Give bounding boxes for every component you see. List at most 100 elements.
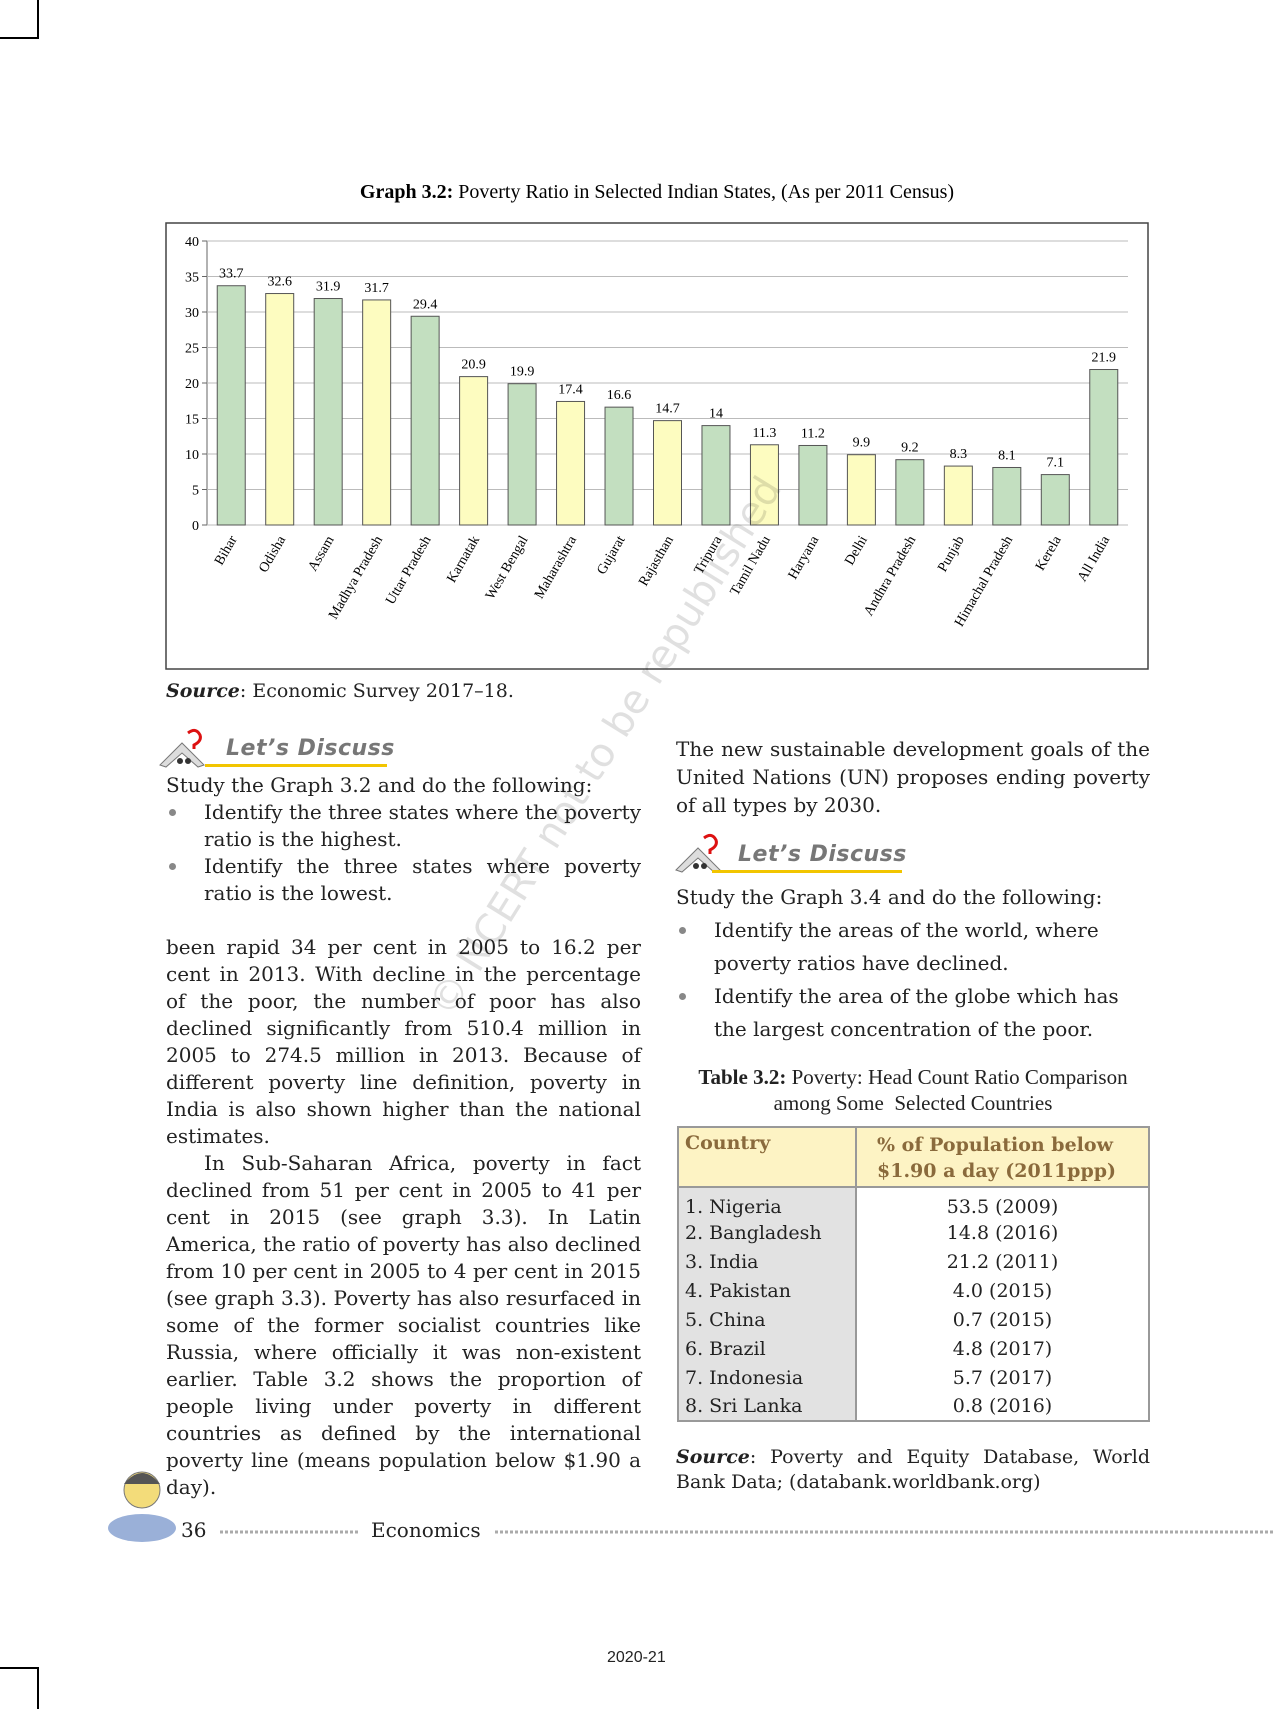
x-tick-label: Madhya Pradesh <box>326 534 386 623</box>
bullet: Identify the three states where poverty … <box>166 853 641 907</box>
value-label: 8.1 <box>998 448 1016 463</box>
value-label: 7.1 <box>1047 456 1065 471</box>
bullet-text: Identify the three states where the pove… <box>204 800 641 851</box>
x-tick-label: Maharashtra <box>532 533 580 602</box>
discuss-block: Study the Graph 3.2 and do the following… <box>166 772 641 907</box>
bar <box>459 376 489 526</box>
bar <box>604 406 634 526</box>
header-cell: % of Population below $1.90 a day (2011p… <box>877 1134 1117 1182</box>
value-label: 20.9 <box>461 358 486 373</box>
table-header: Country % of Population below $1.90 a da… <box>678 1127 1149 1187</box>
country-cell: 1. Nigeria <box>678 1187 857 1218</box>
x-tick-label: Karnatak <box>444 534 483 586</box>
x-tick-label: Kerela <box>1033 533 1065 573</box>
bar <box>1089 369 1119 526</box>
value-label: 9.2 <box>901 441 919 456</box>
x-tick-label: Gujarat <box>595 533 629 577</box>
bar <box>992 466 1022 526</box>
bar <box>749 444 779 526</box>
table-source: Source: Poverty and Equity Database, Wor… <box>676 1445 1150 1495</box>
bullet-text: Identify the area of the globe which has… <box>714 984 1119 1041</box>
bar <box>265 293 295 526</box>
table-row: 2. Bangladesh 14.8 (2016) <box>678 1218 1149 1247</box>
page-number: 36 <box>181 1518 207 1542</box>
value-label: 14 <box>709 407 723 422</box>
bar <box>362 299 392 526</box>
value-cell: 4.8 (2017) <box>952 1337 1053 1360</box>
chart-title-text: Poverty Ratio in Selected Indian States,… <box>458 181 954 203</box>
value-label: 31.9 <box>316 280 341 295</box>
right-paragraph: The new sustainable development goals of… <box>676 737 1150 817</box>
chart-frame <box>165 222 1149 670</box>
table-row: 3. India 21.2 (2011) <box>678 1247 1149 1276</box>
country-cell: 7. Indonesia <box>678 1363 857 1392</box>
bar <box>507 383 537 526</box>
bullet-dot <box>169 809 176 816</box>
value-label: 29.4 <box>413 297 438 312</box>
x-tick-label: West Bengal <box>483 533 531 602</box>
y-tick-label: 20 <box>185 377 199 392</box>
year: 2020-21 <box>607 1649 666 1666</box>
bar <box>216 285 246 526</box>
value-label: 21.9 <box>1092 351 1117 366</box>
bar <box>313 298 343 526</box>
value-cell: 53.5 (2009) <box>946 1196 1059 1218</box>
x-tick-label: Bihar <box>212 533 241 568</box>
bullet-text: Identify the areas of the world, where p… <box>714 918 1099 975</box>
y-tick-label: 35 <box>185 271 199 286</box>
header-cell: Country <box>678 1127 857 1187</box>
bullet: Identify the area of the globe which has… <box>676 980 1150 1046</box>
bar <box>410 315 440 526</box>
x-tick-label: Andhra Pradesh <box>861 534 919 619</box>
chart: Graph 3.2: Poverty Ratio in Selected Ind… <box>165 181 1149 670</box>
value-cell: 21.2 (2011) <box>946 1250 1059 1273</box>
student-figure <box>108 1471 176 1542</box>
y-tick-label: 0 <box>192 519 199 534</box>
bullet: Identify the three states where the pove… <box>166 799 641 853</box>
paragraph: been rapid 34 per cent in 2005 to 16.2 p… <box>166 935 641 1148</box>
heading-underline <box>712 870 902 873</box>
source-label: Source <box>676 1446 750 1468</box>
table-row: 8. Sri Lanka 0.8 (2016) <box>678 1392 1149 1421</box>
x-tick-label: Delhi <box>842 533 871 568</box>
y-tick-label: 15 <box>185 413 199 428</box>
y-tick-label: 40 <box>185 235 199 250</box>
x-tick-label: Haryana <box>786 533 823 582</box>
value-cell: 5.7 (2017) <box>952 1366 1053 1389</box>
y-tick-label: 25 <box>185 342 199 357</box>
chart-title-prefix: Graph 3.2: <box>360 181 453 203</box>
value-label: 11.2 <box>801 426 825 441</box>
table-row: 1. Nigeria 53.5 (2009) <box>678 1187 1149 1218</box>
value-cell: 0.8 (2016) <box>952 1395 1053 1417</box>
book-name: Economics <box>371 1518 481 1542</box>
country-cell: 2. Bangladesh <box>678 1218 857 1247</box>
chart-source: Source: Economic Survey 2017–18. <box>166 680 514 702</box>
y-tick-label: 5 <box>192 484 199 499</box>
x-tick-label: Punjab <box>935 534 967 575</box>
table-row: 4. Pakistan 4.0 (2015) <box>678 1276 1149 1305</box>
crop-mark <box>0 1667 39 1709</box>
bar <box>701 425 731 526</box>
value-label: 8.3 <box>950 447 968 462</box>
crop-mark <box>0 0 39 39</box>
x-tick-label: All India <box>1075 533 1113 585</box>
discuss-intro: Study the Graph 3.2 and do the following… <box>166 773 593 797</box>
bullet-dot <box>679 927 686 934</box>
x-tick-label: Uttar Pradesh <box>383 534 434 608</box>
value-label: 31.7 <box>364 281 389 296</box>
country-cell: 5. China <box>678 1305 857 1334</box>
table-caption: Table 3.2: Poverty: Head Count Ratio Com… <box>676 1064 1150 1116</box>
table: Country % of Population below $1.90 a da… <box>677 1126 1150 1422</box>
discuss-heading: Let’s Discuss <box>226 736 395 761</box>
paragraph: In Sub-Saharan Africa, poverty in fact d… <box>166 1151 641 1499</box>
y-tick-label: 10 <box>185 448 199 463</box>
x-tick-label: Odisha <box>256 533 289 576</box>
bullet-dot <box>169 863 176 870</box>
value-cell: 0.7 (2015) <box>952 1308 1053 1331</box>
table-row: 6. Brazil 4.8 (2017) <box>678 1334 1149 1363</box>
country-cell: 3. India <box>678 1247 857 1276</box>
value-label: 19.9 <box>510 365 535 380</box>
discuss-icon <box>675 833 721 873</box>
bullet: Identify the areas of the world, where p… <box>676 914 1150 980</box>
bullet-text: Identify the three states where poverty … <box>204 854 641 905</box>
